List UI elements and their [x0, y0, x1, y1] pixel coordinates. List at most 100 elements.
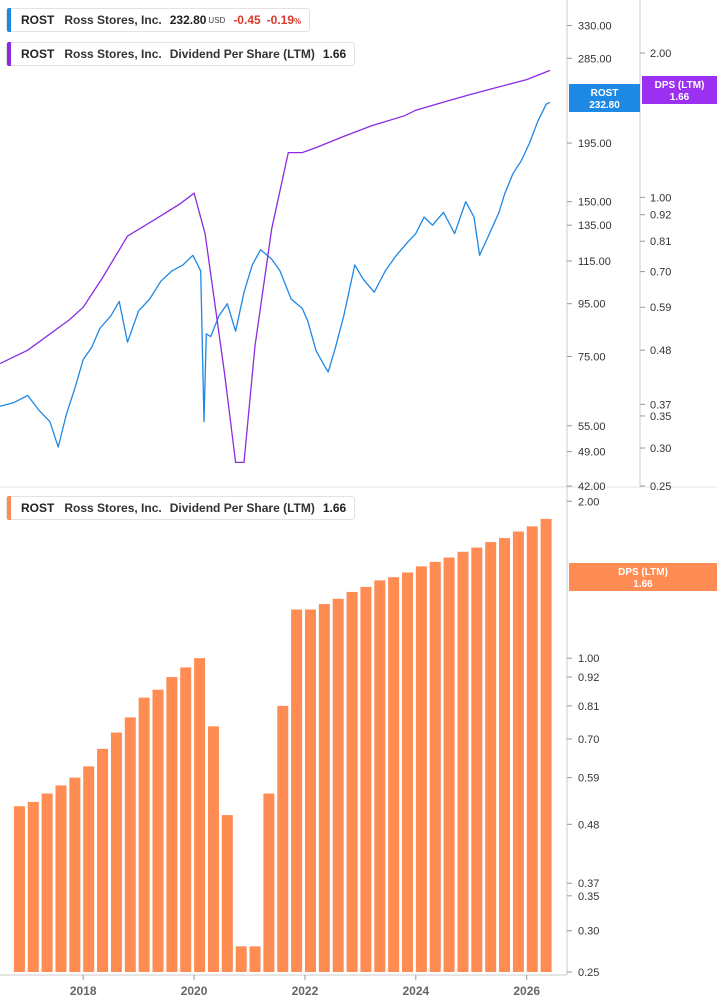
price-legend-change-pct-value: -0.19	[266, 13, 295, 27]
dps-line	[0, 69, 551, 464]
price-legend-name: Ross Stores, Inc.	[64, 13, 162, 27]
dps-legend-bottom-color	[7, 496, 11, 520]
dps-top-badge-value: 1.66	[670, 92, 690, 103]
dps-bar	[471, 547, 483, 972]
price-legend-change: -0.45	[233, 13, 261, 27]
dps-tick-label: 0.59	[650, 302, 671, 314]
dps-bottom-tick-label: 0.70	[578, 734, 599, 746]
price-tick-label: 115.00	[578, 256, 611, 268]
dps-tick-label: 0.92	[650, 210, 671, 222]
dps-bar	[402, 572, 414, 972]
dps-bar	[166, 677, 178, 972]
dps-legend-bottom-metric: Dividend Per Share (LTM)	[169, 501, 315, 515]
price-legend-currency: USD	[208, 15, 226, 25]
dps-bar	[138, 697, 150, 972]
dps-bottom-tick-label: 0.81	[578, 701, 599, 713]
price-tick-label: 135.00	[578, 220, 612, 232]
price-legend[interactable]: ROST Ross Stores, Inc. 232.80 USD -0.45 …	[6, 8, 311, 32]
dps-top-badge-label: DPS (LTM)	[655, 80, 705, 91]
dps-legend-bottom-symbol: ROST	[21, 501, 55, 515]
dps-bar	[249, 946, 261, 972]
price-tick-label: 75.00	[578, 351, 606, 363]
dps-bar	[499, 538, 511, 972]
dps-bar	[124, 717, 136, 972]
time-tick-label: 2022	[292, 984, 319, 998]
price-tick-label: 150.00	[578, 197, 612, 209]
dps-legend-top-metric: Dividend Per Share (LTM)	[169, 47, 315, 61]
dps-bar	[207, 726, 219, 972]
dps-bar	[69, 777, 81, 972]
price-legend-change-pct: -0.19%	[267, 13, 301, 27]
dps-bar	[304, 609, 316, 972]
dps-bars	[13, 518, 552, 972]
dps-bar	[443, 557, 455, 972]
dps-bar	[429, 561, 441, 972]
dps-top-badge-bg	[642, 76, 717, 104]
time-tick-label: 2018	[70, 984, 97, 998]
dps-legend-top-symbol: ROST	[21, 47, 55, 61]
dps-bar	[27, 801, 39, 972]
price-dps-lines	[0, 69, 551, 464]
dps-bar	[512, 531, 524, 972]
dps-bar	[388, 577, 400, 972]
price-tick-label: 49.00	[578, 447, 606, 459]
dps-bar	[332, 598, 344, 972]
dps-bottom-tick-label: 2.00	[578, 496, 599, 508]
dps-tick-label: 1.00	[650, 192, 671, 204]
dps-bar	[415, 566, 427, 972]
dps-axis-bottom: 2.00 1.00 0.92 0.81 0.70 0.59 0.48 0.370.35 0.30…	[567, 496, 599, 979]
time-tick-label: 2020	[181, 984, 208, 998]
dps-legend-top-color	[7, 42, 11, 66]
dps-legend-top-name: Ross Stores, Inc.	[64, 47, 162, 61]
dps-bottom-badge-value: 1.66	[633, 579, 653, 590]
price-legend-pct-sign: %	[294, 17, 302, 26]
price-tick-label: 195.00	[578, 138, 612, 150]
dps-bar	[318, 604, 330, 972]
dps-tick-label: 0.35	[650, 411, 671, 423]
dps-legend-bottom[interactable]: ROST Ross Stores, Inc. Dividend Per Shar…	[6, 496, 356, 520]
dps-bar	[97, 748, 109, 972]
dps-bar	[194, 658, 206, 972]
dps-bar	[55, 785, 67, 972]
dps-legend-bottom-name: Ross Stores, Inc.	[64, 501, 162, 515]
dps-legend-bottom-value: 1.66	[322, 501, 347, 515]
rost-price-badge-value: 232.80	[589, 100, 620, 111]
dps-tick-label: 0.48	[650, 345, 671, 357]
dps-bottom-tick-label: 0.92	[578, 672, 599, 684]
dps-bar	[374, 580, 386, 972]
dps-bottom-badge-bg	[569, 563, 717, 591]
dps-bottom-tick-label: 0.30	[578, 926, 599, 938]
dps-axis-top: 2.00 1.00 0.92 0.81 0.70 0.59 0.48 0.370.35 0.30…	[640, 48, 671, 493]
dps-bar	[277, 705, 289, 972]
dps-bar	[235, 946, 247, 972]
dps-bar	[83, 766, 95, 972]
price-legend-symbol: ROST	[21, 13, 55, 27]
dps-bar	[346, 591, 358, 972]
dps-legend-top[interactable]: ROST Ross Stores, Inc. Dividend Per Shar…	[6, 42, 356, 66]
price-tick-label: 285.00	[578, 53, 612, 65]
dps-bottom-badge-label: DPS (LTM)	[618, 567, 668, 578]
dps-bar	[152, 689, 164, 972]
dps-bar	[360, 586, 372, 972]
dps-tick-label: 0.25	[650, 481, 671, 493]
dps-bottom-tick-label: 0.59	[578, 773, 599, 785]
dps-bar	[540, 518, 552, 972]
dps-bottom-tick-label: 0.37	[578, 878, 599, 890]
dps-bar	[41, 793, 53, 972]
dps-bar	[457, 551, 469, 972]
dps-bar	[526, 526, 538, 972]
price-legend-color	[7, 8, 11, 32]
rost-price-badge-label: ROST	[591, 88, 619, 99]
time-axis: 2018 2020 2022 2024 2026	[0, 974, 567, 998]
dps-bar	[110, 732, 122, 972]
dps-bar	[263, 793, 275, 972]
dps-bar	[221, 815, 233, 972]
price-line	[0, 101, 551, 448]
dps-bar	[13, 806, 25, 972]
dps-tick-label: 0.37	[650, 399, 671, 411]
dps-bottom-tick-label: 0.48	[578, 819, 599, 831]
time-tick-label: 2026	[513, 984, 540, 998]
dps-bottom-tick-label: 0.25	[578, 967, 599, 979]
